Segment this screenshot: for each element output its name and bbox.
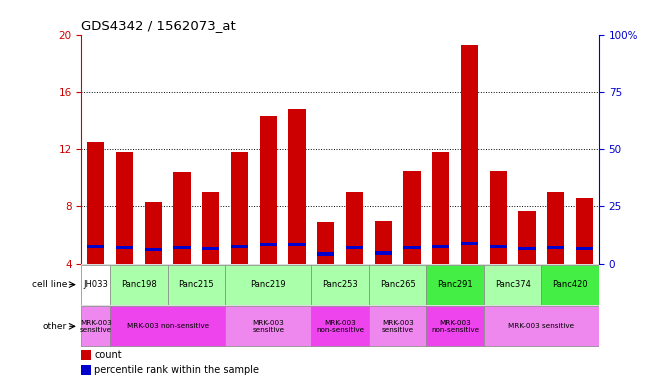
Bar <box>231 245 248 248</box>
Bar <box>317 252 335 255</box>
Bar <box>116 246 133 249</box>
Bar <box>432 152 449 264</box>
Bar <box>202 247 219 250</box>
Bar <box>173 172 191 264</box>
Text: MRK-003 non-sensitive: MRK-003 non-sensitive <box>126 323 209 329</box>
Bar <box>116 152 133 264</box>
Bar <box>542 265 599 305</box>
Bar <box>432 245 449 248</box>
Bar <box>145 202 162 264</box>
Text: JH033: JH033 <box>83 280 108 289</box>
Text: Panc198: Panc198 <box>121 280 157 289</box>
Bar <box>168 265 225 305</box>
Bar <box>288 243 306 247</box>
Bar <box>260 243 277 247</box>
Bar <box>288 109 306 264</box>
Bar <box>484 265 542 305</box>
Bar <box>81 306 110 346</box>
Text: GDS4342 / 1562073_at: GDS4342 / 1562073_at <box>81 19 236 32</box>
Text: MRK-003
sensitive: MRK-003 sensitive <box>252 320 284 333</box>
Bar <box>404 170 421 264</box>
Bar <box>87 245 104 248</box>
Bar <box>374 221 392 264</box>
Text: Panc374: Panc374 <box>495 280 531 289</box>
Text: MRK-003 sensitive: MRK-003 sensitive <box>508 323 574 329</box>
Bar <box>81 350 90 360</box>
Text: count: count <box>94 350 122 360</box>
Text: Panc291: Panc291 <box>437 280 473 289</box>
Text: MRK-003
non-sensitive: MRK-003 non-sensitive <box>316 320 364 333</box>
Bar <box>369 306 426 346</box>
Bar <box>547 246 564 249</box>
Bar <box>576 198 593 264</box>
Text: Panc420: Panc420 <box>552 280 588 289</box>
Bar <box>576 247 593 250</box>
Bar <box>346 192 363 264</box>
Bar <box>260 116 277 264</box>
Bar <box>547 192 564 264</box>
Text: percentile rank within the sample: percentile rank within the sample <box>94 365 259 375</box>
Text: Panc215: Panc215 <box>178 280 214 289</box>
Bar <box>484 306 599 346</box>
Bar <box>461 242 478 245</box>
Bar <box>81 265 110 305</box>
Bar <box>87 142 104 264</box>
Text: MRK-003
sensitive: MRK-003 sensitive <box>381 320 414 333</box>
Text: Panc219: Panc219 <box>251 280 286 289</box>
Bar <box>110 306 225 346</box>
Bar <box>369 265 426 305</box>
Text: MRK-003
non-sensitive: MRK-003 non-sensitive <box>431 320 479 333</box>
Bar <box>426 306 484 346</box>
Text: other: other <box>42 322 67 331</box>
Bar <box>145 248 162 251</box>
Bar <box>225 306 311 346</box>
Bar <box>311 306 369 346</box>
Bar <box>231 152 248 264</box>
Text: Panc265: Panc265 <box>380 280 415 289</box>
Bar <box>225 265 311 305</box>
Bar <box>346 246 363 249</box>
Text: cell line: cell line <box>31 280 67 289</box>
Bar <box>311 265 369 305</box>
Text: Panc253: Panc253 <box>322 280 358 289</box>
Bar <box>317 222 335 264</box>
Bar <box>81 365 90 375</box>
Bar <box>518 211 536 264</box>
Bar <box>426 265 484 305</box>
Bar <box>490 170 507 264</box>
Bar <box>518 247 536 250</box>
Bar <box>490 245 507 248</box>
Bar <box>404 246 421 249</box>
Bar <box>461 45 478 264</box>
Bar <box>374 252 392 255</box>
Bar <box>173 246 191 249</box>
Bar <box>202 192 219 264</box>
Text: MRK-003
sensitive: MRK-003 sensitive <box>79 320 112 333</box>
Bar <box>110 265 168 305</box>
